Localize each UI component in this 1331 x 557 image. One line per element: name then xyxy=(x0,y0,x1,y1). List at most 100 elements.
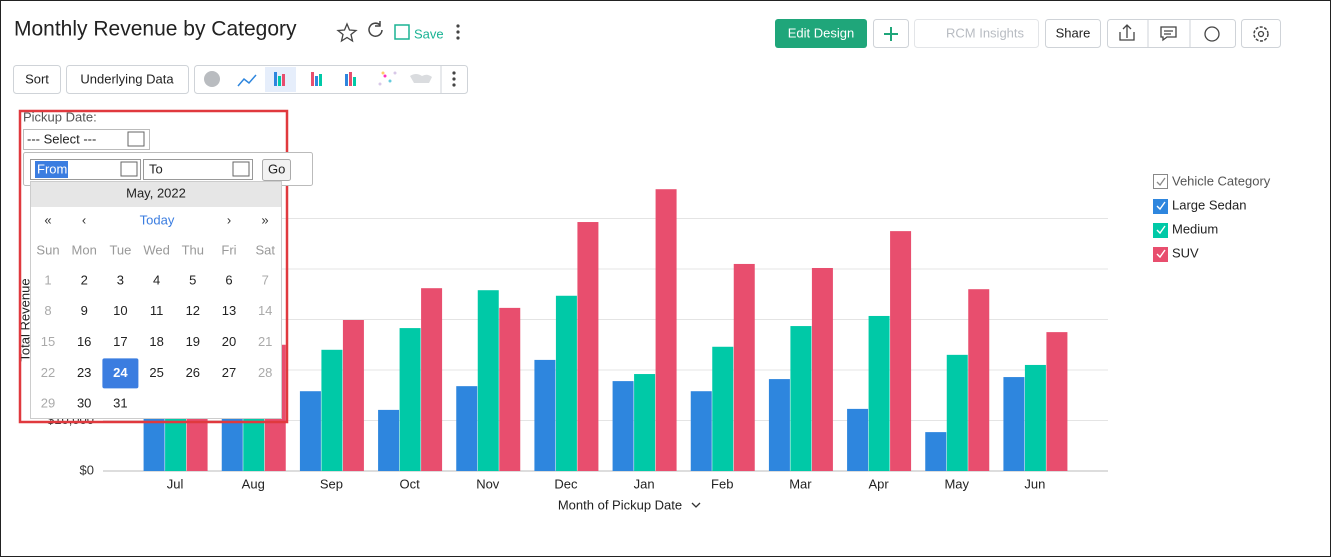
calendar-day[interactable]: 31 xyxy=(113,396,127,411)
bar[interactable] xyxy=(612,381,634,471)
calendar-day[interactable]: 25 xyxy=(149,365,163,380)
calendar-day[interactable]: 24 xyxy=(113,365,128,380)
bar[interactable] xyxy=(378,409,400,471)
bar[interactable] xyxy=(655,189,677,471)
bar[interactable] xyxy=(712,346,734,471)
legend-checkbox[interactable] xyxy=(1153,174,1168,189)
bar[interactable] xyxy=(968,289,990,471)
legend-swatch[interactable] xyxy=(1153,199,1168,214)
scatter-type-icon[interactable] xyxy=(378,71,397,86)
combo-type-icon[interactable] xyxy=(345,72,356,86)
calendar-day[interactable]: 30 xyxy=(77,396,91,411)
bar[interactable] xyxy=(847,408,869,471)
bar[interactable] xyxy=(1046,332,1068,471)
bar[interactable] xyxy=(534,359,556,471)
calendar-nav[interactable]: Today xyxy=(140,212,175,227)
refresh-icon[interactable] xyxy=(368,21,383,37)
more-icon[interactable] xyxy=(456,24,460,40)
bar[interactable] xyxy=(811,267,833,471)
calendar-nav[interactable]: › xyxy=(227,212,231,227)
bar[interactable] xyxy=(456,386,478,471)
go-button[interactable] xyxy=(262,159,291,181)
bar[interactable] xyxy=(499,307,521,471)
calendar-nav[interactable]: » xyxy=(261,212,268,227)
bar[interactable] xyxy=(299,391,321,471)
calendar-day[interactable]: 10 xyxy=(113,303,127,318)
icon-button-group[interactable] xyxy=(1107,19,1236,48)
calendar-day[interactable]: 15 xyxy=(41,334,55,349)
bar[interactable] xyxy=(555,295,577,471)
pie-type-icon[interactable] xyxy=(204,71,220,87)
legend-swatch[interactable] xyxy=(1153,247,1168,262)
bar[interactable] xyxy=(321,349,343,471)
save-icon[interactable] xyxy=(394,24,410,40)
stacked-type-icon[interactable] xyxy=(311,72,322,86)
calendar-day[interactable]: 26 xyxy=(186,365,200,380)
calendar-day[interactable]: 5 xyxy=(189,272,196,287)
calendar-day[interactable]: 18 xyxy=(149,334,163,349)
edit-design-button[interactable] xyxy=(775,19,867,48)
save-link[interactable]: Save xyxy=(414,26,444,41)
bar[interactable] xyxy=(1024,364,1046,471)
bar[interactable] xyxy=(342,320,364,471)
bar[interactable] xyxy=(690,391,712,471)
calendar-day[interactable]: 8 xyxy=(44,303,51,318)
chart-type-group[interactable] xyxy=(194,65,468,94)
calendar-day[interactable]: 17 xyxy=(113,334,127,349)
calendar-day[interactable]: 2 xyxy=(81,272,88,287)
calendar-day[interactable]: 7 xyxy=(262,272,269,287)
calendar-nav[interactable]: ‹ xyxy=(82,212,86,227)
bar-type-icon[interactable] xyxy=(274,72,285,86)
calendar-day[interactable]: 13 xyxy=(222,303,236,318)
bar[interactable] xyxy=(925,432,947,471)
bar[interactable] xyxy=(634,374,656,471)
settings-button[interactable] xyxy=(1241,19,1281,48)
calendar-day[interactable]: 27 xyxy=(222,365,236,380)
favorite-icon[interactable] xyxy=(336,22,358,43)
bar[interactable] xyxy=(143,410,165,471)
chart-more-icon[interactable] xyxy=(452,71,456,87)
bar[interactable] xyxy=(946,354,968,471)
bar[interactable] xyxy=(768,379,790,471)
x-axis-chevron[interactable] xyxy=(691,502,701,508)
bar[interactable] xyxy=(399,328,421,471)
legend-swatch[interactable] xyxy=(1153,223,1168,238)
calendar-day[interactable]: 14 xyxy=(258,303,272,318)
date-select[interactable] xyxy=(23,129,150,150)
calendar-day[interactable]: 11 xyxy=(150,303,164,318)
bar[interactable] xyxy=(1003,377,1025,471)
calendar-day[interactable]: 28 xyxy=(258,365,272,380)
bar[interactable] xyxy=(790,326,812,471)
bar[interactable] xyxy=(890,231,912,471)
map-type-icon[interactable] xyxy=(410,74,432,83)
calendar-day[interactable]: 16 xyxy=(77,334,91,349)
alarm-icon[interactable] xyxy=(1204,26,1220,42)
calendar-day[interactable]: 21 xyxy=(258,334,272,349)
calendar-day[interactable]: 29 xyxy=(41,396,55,411)
calendar-day[interactable]: 4 xyxy=(153,272,160,287)
share-button[interactable] xyxy=(1045,19,1101,48)
comment-icon[interactable] xyxy=(1160,26,1177,42)
bar[interactable] xyxy=(577,222,599,471)
calendar-day[interactable]: 9 xyxy=(81,303,88,318)
calendar-day[interactable]: 23 xyxy=(77,365,91,380)
calendar-day[interactable]: 19 xyxy=(186,334,200,349)
sort-button[interactable] xyxy=(13,65,61,94)
line-type-icon[interactable] xyxy=(237,74,257,87)
bar[interactable] xyxy=(477,290,499,471)
to-input[interactable] xyxy=(143,159,253,180)
calendar-day[interactable]: 3 xyxy=(117,272,124,287)
bar[interactable] xyxy=(733,263,755,471)
x-tick-label: Mar xyxy=(789,476,812,491)
bar[interactable] xyxy=(421,288,443,471)
calendar-day[interactable]: 12 xyxy=(186,303,200,318)
x-axis-label: Month of Pickup Date xyxy=(558,497,682,512)
bar[interactable] xyxy=(868,315,890,471)
calendar-day[interactable]: 6 xyxy=(225,272,232,287)
calendar-day[interactable]: 22 xyxy=(41,365,55,380)
calendar-day[interactable]: 20 xyxy=(222,334,236,349)
export-icon[interactable] xyxy=(1119,24,1135,41)
calendar-day[interactable]: 1 xyxy=(44,272,51,287)
calendar-nav[interactable]: « xyxy=(44,212,51,227)
underlying-data-button[interactable] xyxy=(66,65,189,94)
